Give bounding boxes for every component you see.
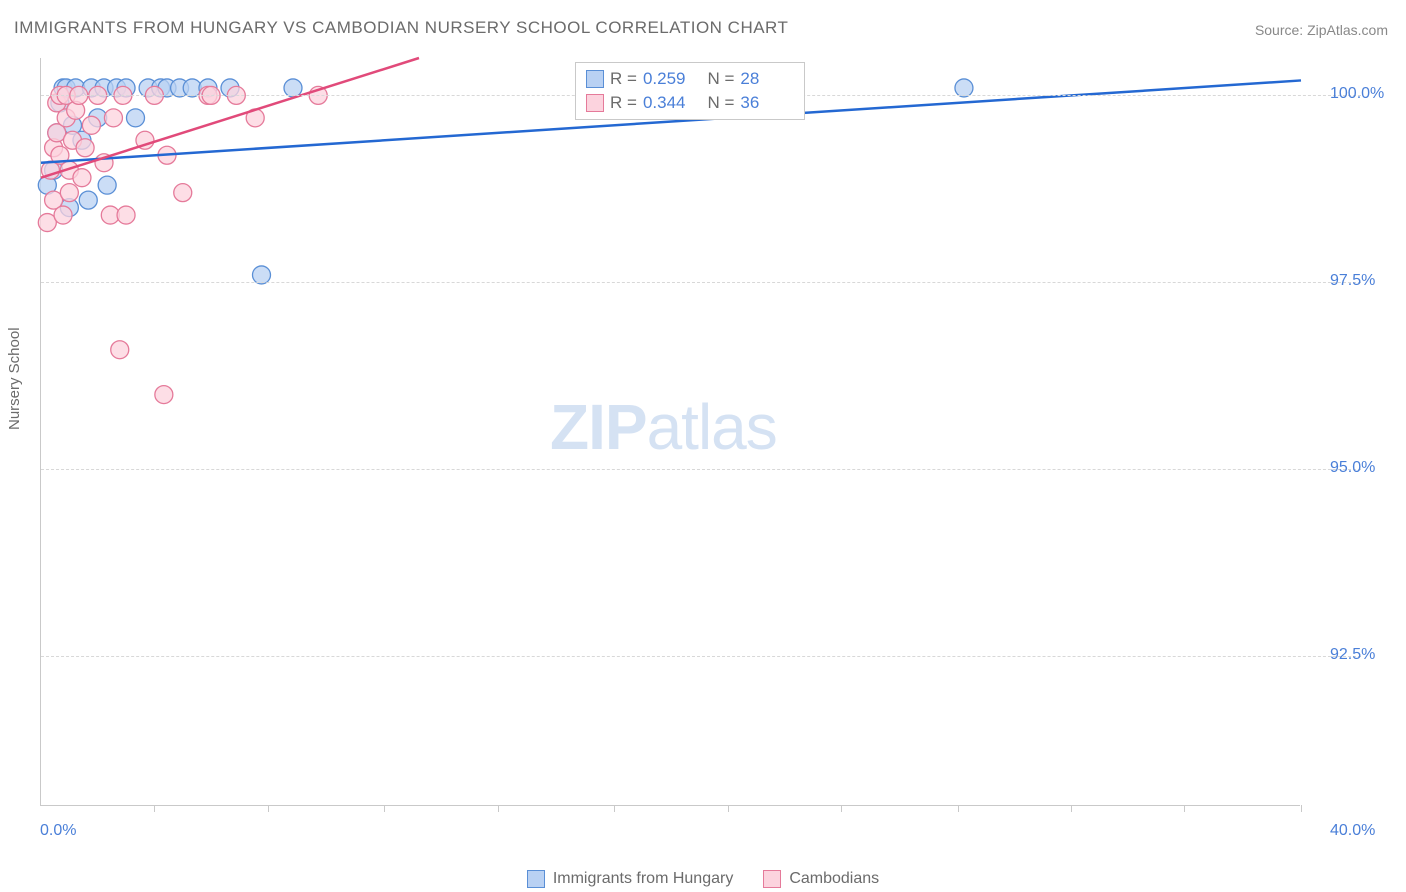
y-tick-label: 92.5%	[1330, 646, 1375, 664]
x-tick	[614, 805, 615, 812]
y-tick-label: 97.5%	[1330, 272, 1375, 290]
gridline	[41, 656, 1361, 657]
data-point	[111, 341, 129, 359]
gridline	[41, 469, 1361, 470]
y-tick-label: 95.0%	[1330, 459, 1375, 477]
x-tick	[728, 805, 729, 812]
legend-swatch	[763, 870, 781, 888]
x-tick	[1071, 805, 1072, 812]
chart-title: IMMIGRANTS FROM HUNGARY VS CAMBODIAN NUR…	[14, 18, 788, 38]
data-point	[79, 191, 97, 209]
legend-r-label: R =	[610, 69, 637, 89]
data-point	[82, 116, 100, 134]
source-label: Source: ZipAtlas.com	[1255, 22, 1388, 38]
legend-swatch	[586, 94, 604, 112]
legend-n-value: 36	[740, 93, 759, 113]
legend-series-item: Cambodians	[763, 870, 879, 888]
data-point	[253, 266, 271, 284]
data-point	[955, 79, 973, 97]
legend-r-label: R =	[610, 93, 637, 113]
gridline	[41, 282, 1361, 283]
legend-swatch	[586, 70, 604, 88]
x-min-label: 0.0%	[40, 822, 76, 840]
data-point	[73, 169, 91, 187]
x-tick	[154, 805, 155, 812]
x-tick	[268, 805, 269, 812]
data-point	[104, 109, 122, 127]
y-axis-label: Nursery School	[6, 327, 23, 430]
data-point	[54, 206, 72, 224]
chart-svg	[41, 58, 1300, 805]
legend-n-label: N =	[707, 93, 734, 113]
y-tick-label: 100.0%	[1330, 85, 1384, 103]
x-max-label: 40.0%	[1330, 822, 1375, 840]
legend-r-value: 0.259	[643, 69, 686, 89]
legend-r-value: 0.344	[643, 93, 686, 113]
data-point	[117, 206, 135, 224]
x-tick	[384, 805, 385, 812]
legend-series-item: Immigrants from Hungary	[527, 870, 734, 888]
legend-n-label: N =	[707, 69, 734, 89]
x-tick	[1301, 805, 1302, 812]
data-point	[76, 139, 94, 157]
legend-n-value: 28	[740, 69, 759, 89]
data-point	[60, 184, 78, 202]
legend-swatch	[527, 870, 545, 888]
data-point	[155, 386, 173, 404]
legend-stats-row: R = 0.344 N = 36	[586, 91, 794, 115]
data-point	[98, 176, 116, 194]
legend-series-name: Immigrants from Hungary	[553, 870, 734, 888]
chart-plot-area	[40, 58, 1300, 806]
data-point	[174, 184, 192, 202]
x-tick	[1184, 805, 1185, 812]
legend-stats-box: R = 0.259 N = 28 R = 0.344 N = 36	[575, 62, 805, 120]
legend-stats-row: R = 0.259 N = 28	[586, 67, 794, 91]
x-tick	[498, 805, 499, 812]
data-point	[127, 109, 145, 127]
legend-series: Immigrants from Hungary Cambodians	[0, 870, 1406, 888]
x-tick	[958, 805, 959, 812]
data-point	[284, 79, 302, 97]
x-tick	[841, 805, 842, 812]
legend-series-name: Cambodians	[789, 870, 879, 888]
